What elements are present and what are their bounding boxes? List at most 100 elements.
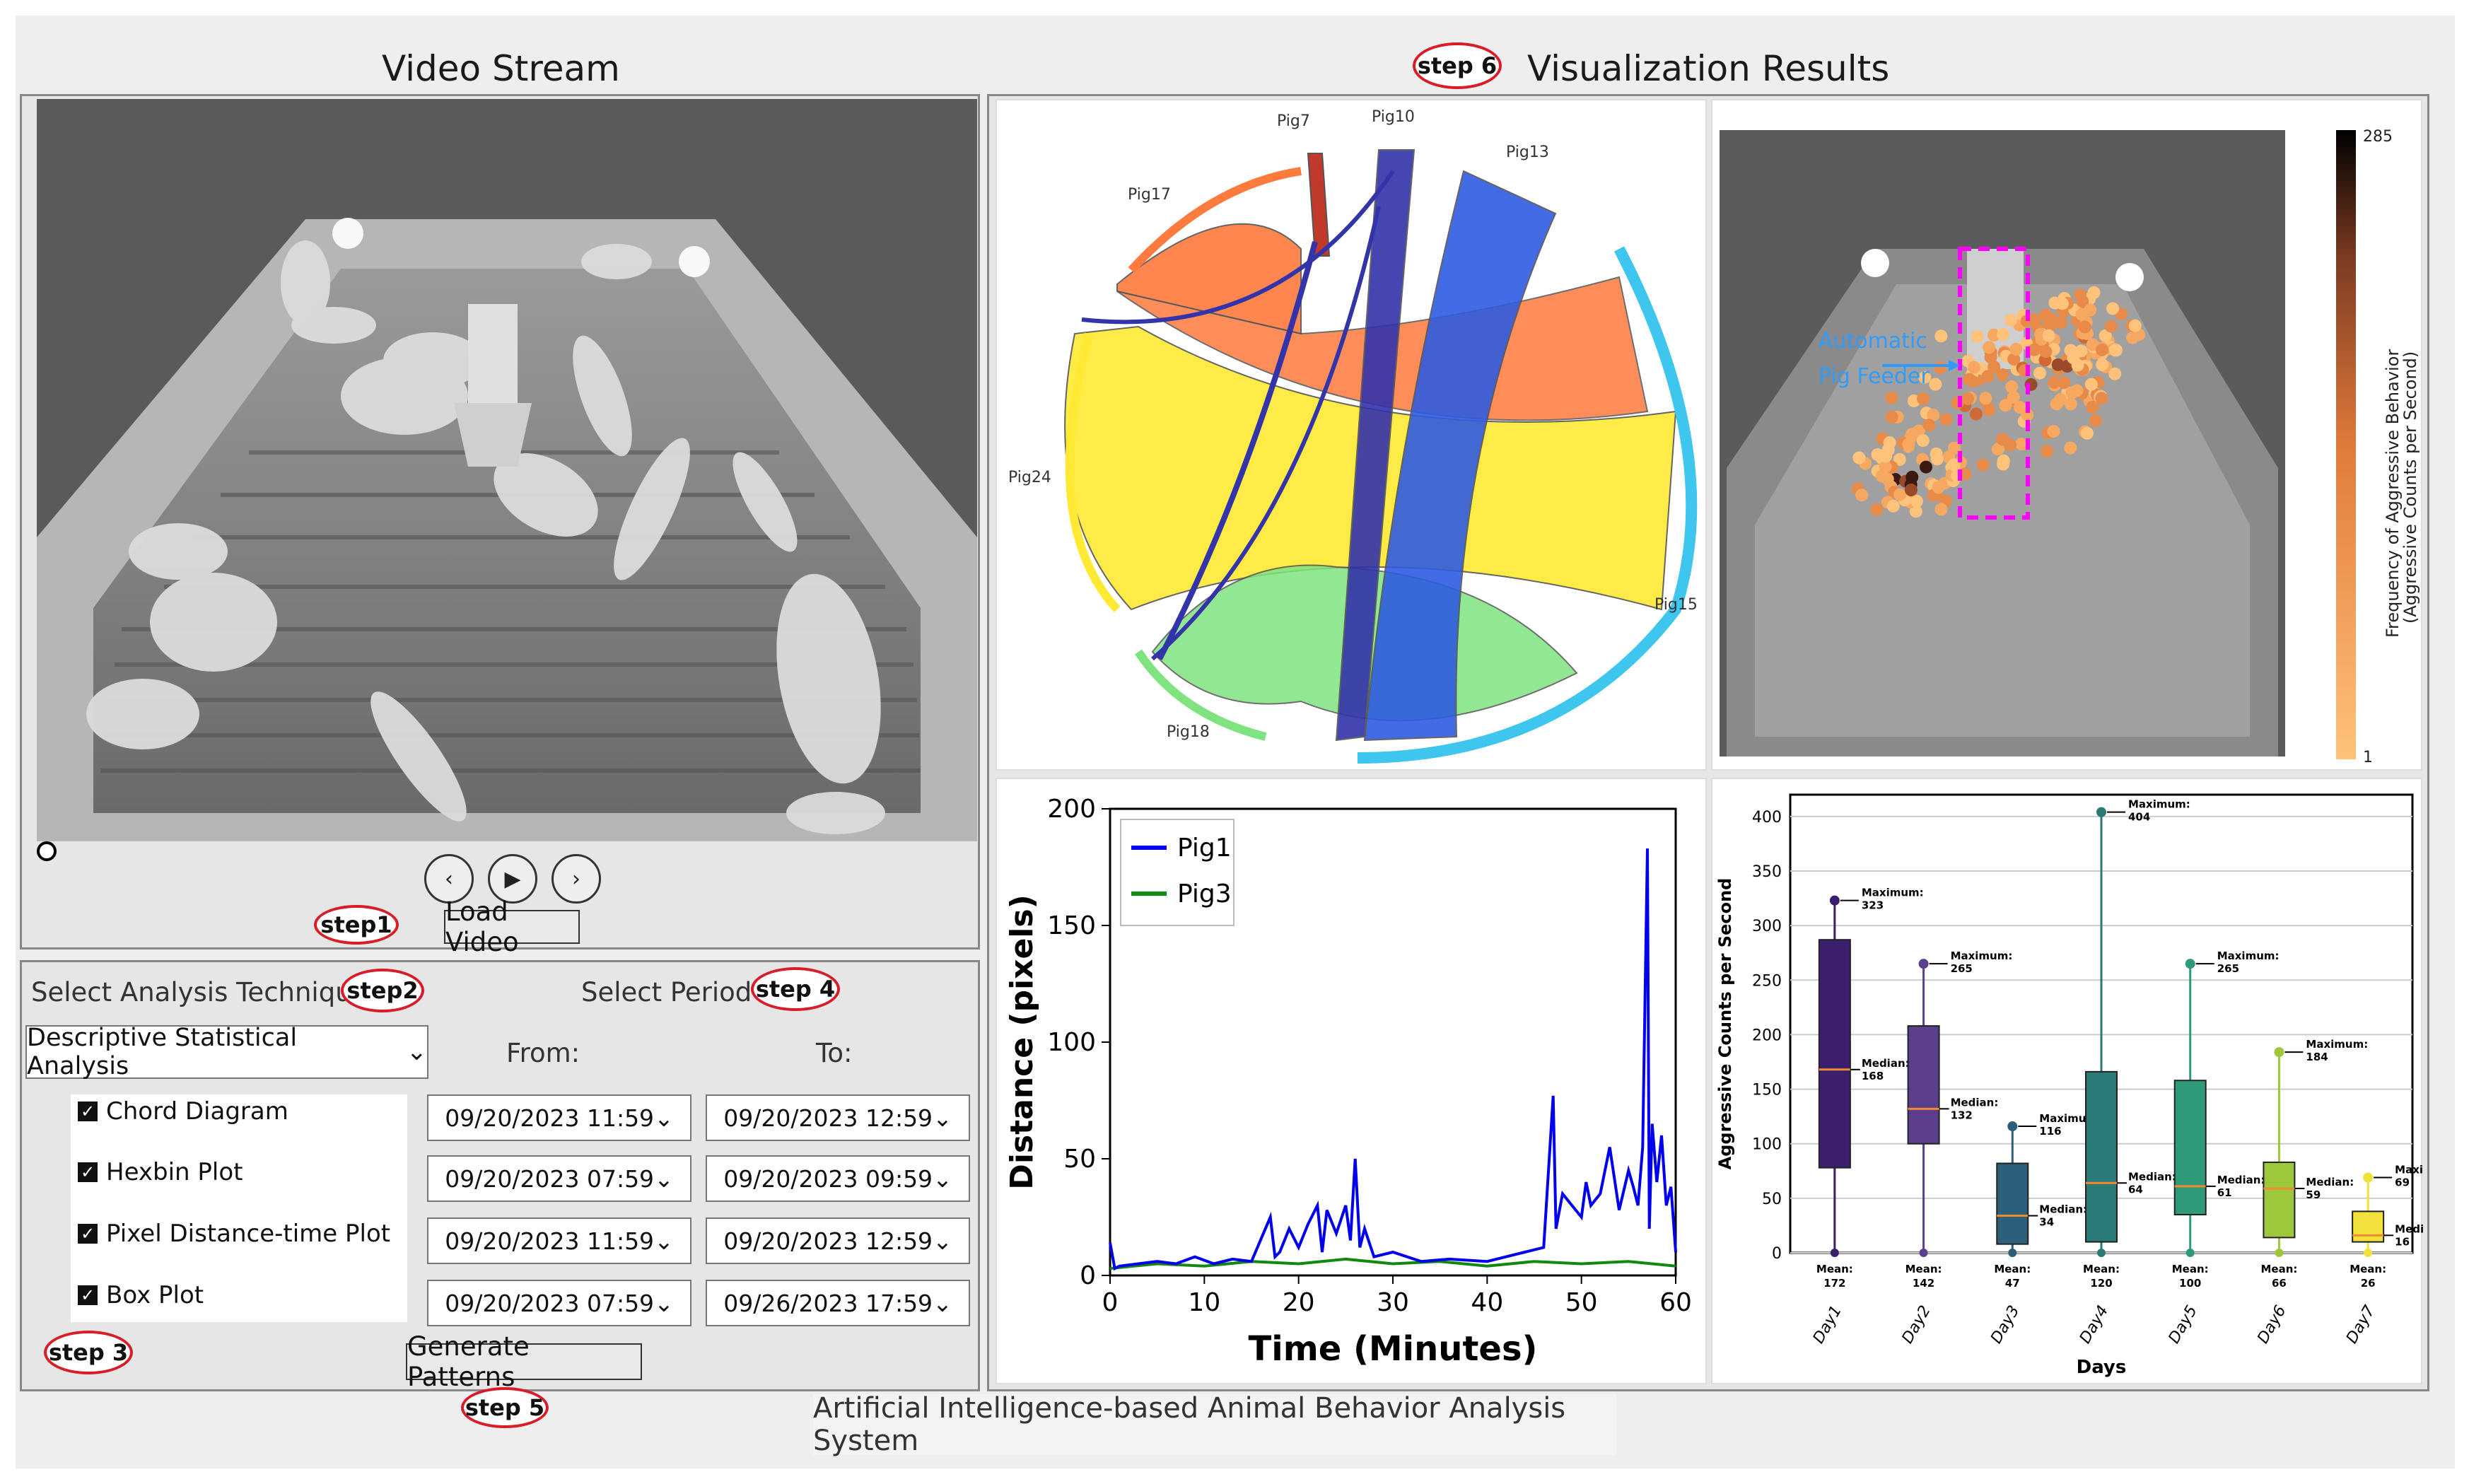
min-point: [2275, 1249, 2284, 1257]
generate-patterns-button[interactable]: Generate Patterns: [406, 1331, 642, 1392]
chord-diagram: Pig7 Pig10 Pig13 Pig17 Pig24 Pig15 Pig18: [1008, 108, 1698, 764]
from-label: From:: [506, 1038, 580, 1068]
hex-cell: [2096, 358, 2109, 371]
max-point: [1829, 895, 1840, 906]
median-label: Median:: [1951, 1096, 1999, 1109]
max-label: Maximum:: [1862, 887, 1924, 899]
checkmark-icon: ✓: [78, 1285, 98, 1305]
hex-cell: [1999, 399, 2012, 412]
hex-cell: [1883, 436, 1896, 450]
median-label: Median:: [1862, 1057, 1910, 1070]
max-value: 265: [1951, 962, 1973, 975]
box-plot-panel: 0 50 100 150 200 250 300 350 400 Aggressive Count…: [1711, 778, 2457, 1384]
feeder-highlight-box: [1958, 247, 2030, 520]
hex-cell: [1963, 373, 1976, 386]
distance-time-panel: 0 10 20 30 40 50 60 0 50 100 150 200 Time (Minutes) D…: [996, 778, 1707, 1384]
step-2-marker: step2: [341, 969, 424, 1012]
max-point: [2007, 1121, 2018, 1132]
chevron-down-icon: ⌄: [654, 1289, 674, 1317]
hex-cell: [2028, 343, 2041, 356]
previous-button[interactable]: ‹: [424, 854, 474, 904]
play-icon: ▶: [504, 866, 521, 892]
median-value: 59: [2306, 1188, 2321, 1201]
technique-dropdown[interactable]: Descriptive Statistical Analysis ⌄: [25, 1024, 428, 1080]
hex-cell: [1885, 391, 1898, 404]
min-point: [2185, 1249, 2195, 1257]
hex-cell: [1983, 341, 1996, 354]
hex-cell: [1968, 361, 1980, 374]
median-label: Median:: [2128, 1170, 2176, 1183]
chord-pig17-ribbon: [1116, 223, 1302, 335]
box-plot-checkbox[interactable]: ✓ Box Plot: [78, 1281, 204, 1309]
hex-cell: [2128, 319, 2142, 332]
mean-label: Mean:: [2350, 1263, 2386, 1275]
to-date-2[interactable]: 09/20/2023 09:59 ⌄: [706, 1155, 970, 1202]
to-date-1[interactable]: 09/20/2023 12:59 ⌄: [706, 1094, 970, 1141]
box-day4: [2085, 1070, 2118, 1243]
hex-cell: [1969, 407, 1983, 421]
to-date-3[interactable]: 09/20/2023 12:59 ⌄: [706, 1217, 970, 1264]
max-point: [1918, 959, 1929, 969]
hex-cell: [1910, 494, 1923, 508]
hex-cell: [1927, 409, 1940, 422]
max-point: [2096, 807, 2106, 817]
hex-cell: [1905, 470, 1919, 484]
legend-box: [1120, 819, 1234, 926]
video-player[interactable]: [37, 99, 977, 841]
visualization-results-title: Visualization Results: [1527, 48, 1890, 89]
min-point: [1830, 1249, 1839, 1257]
from-date-1[interactable]: 09/20/2023 11:59 ⌄: [427, 1094, 691, 1141]
hex-cell: [1930, 452, 1944, 466]
max-label: Maximum:: [2217, 950, 2280, 962]
next-button[interactable]: ›: [551, 854, 601, 904]
box-plot-label: Box Plot: [106, 1281, 204, 1309]
load-video-button[interactable]: Load Video: [444, 896, 580, 957]
median-label: Median:: [2306, 1176, 2354, 1188]
mean-label: Mean:: [2172, 1263, 2209, 1275]
x-tick-label: 30: [1377, 1288, 1409, 1317]
from-date-3[interactable]: 09/20/2023 11:59 ⌄: [427, 1217, 691, 1264]
hex-cell: [1988, 329, 2000, 341]
box-day2: [1907, 1025, 1940, 1145]
hex-cell: [1922, 419, 1936, 432]
hex-cell: [1893, 452, 1906, 466]
to-label: To:: [816, 1038, 853, 1068]
x-tick-label: 10: [1188, 1288, 1220, 1317]
mean-label: Mean:: [2083, 1263, 2120, 1275]
box-day1: [1818, 939, 1851, 1169]
y-tick-label: 400: [1752, 809, 1782, 826]
to-date-4[interactable]: 09/26/2023 17:59 ⌄: [706, 1280, 970, 1326]
y-tick-label: 200: [1047, 795, 1096, 824]
pixel-distance-checkbox[interactable]: ✓ Pixel Distance-time Plot: [78, 1220, 390, 1248]
mean-label: Mean:: [1994, 1263, 2031, 1275]
max-value: 323: [1862, 899, 1884, 912]
mean-value: 172: [1823, 1277, 1845, 1290]
hex-cell: [1905, 428, 1918, 441]
x-tick-label: Day7: [2343, 1303, 2378, 1347]
seek-slider-handle[interactable]: [37, 841, 57, 861]
hex-cell: [1988, 360, 2001, 373]
hex-cell: [1879, 450, 1893, 463]
chevron-down-icon: ⌄: [654, 1104, 674, 1132]
hex-cell: [2009, 342, 2023, 356]
max-point: [2274, 1047, 2284, 1058]
median-label: Median:: [2395, 1222, 2424, 1235]
chevron-left-icon: ‹: [445, 866, 453, 892]
video-stream-title: Video Stream: [382, 48, 620, 89]
max-point: [2363, 1172, 2374, 1183]
hex-cell: [1961, 392, 1975, 405]
hex-cell: [2007, 390, 2020, 404]
from-date-4[interactable]: 09/20/2023 07:59 ⌄: [427, 1280, 691, 1326]
hex-cell: [1929, 378, 1942, 391]
hex-cell: [1934, 503, 1948, 516]
from-date-2[interactable]: 09/20/2023 07:59 ⌄: [427, 1155, 691, 1202]
chord-label-pig10: Pig10: [1372, 108, 1415, 126]
hexbin-plot-checkbox[interactable]: ✓ Hexbin Plot: [78, 1158, 243, 1186]
chevron-down-icon: ⌄: [654, 1164, 674, 1193]
x-tick-label: Day4: [2077, 1303, 2112, 1347]
play-button[interactable]: ▶: [488, 854, 537, 904]
feeder-annotation-line2: Pig Feeder: [1819, 364, 1930, 389]
distance-time-chart: 0 10 20 30 40 50 60 0 50 100 150 200 Time (Minutes) D…: [1004, 795, 1692, 1369]
chord-diagram-checkbox[interactable]: ✓ Chord Diagram: [78, 1097, 288, 1126]
chord-pig13-band: [1363, 170, 1557, 742]
